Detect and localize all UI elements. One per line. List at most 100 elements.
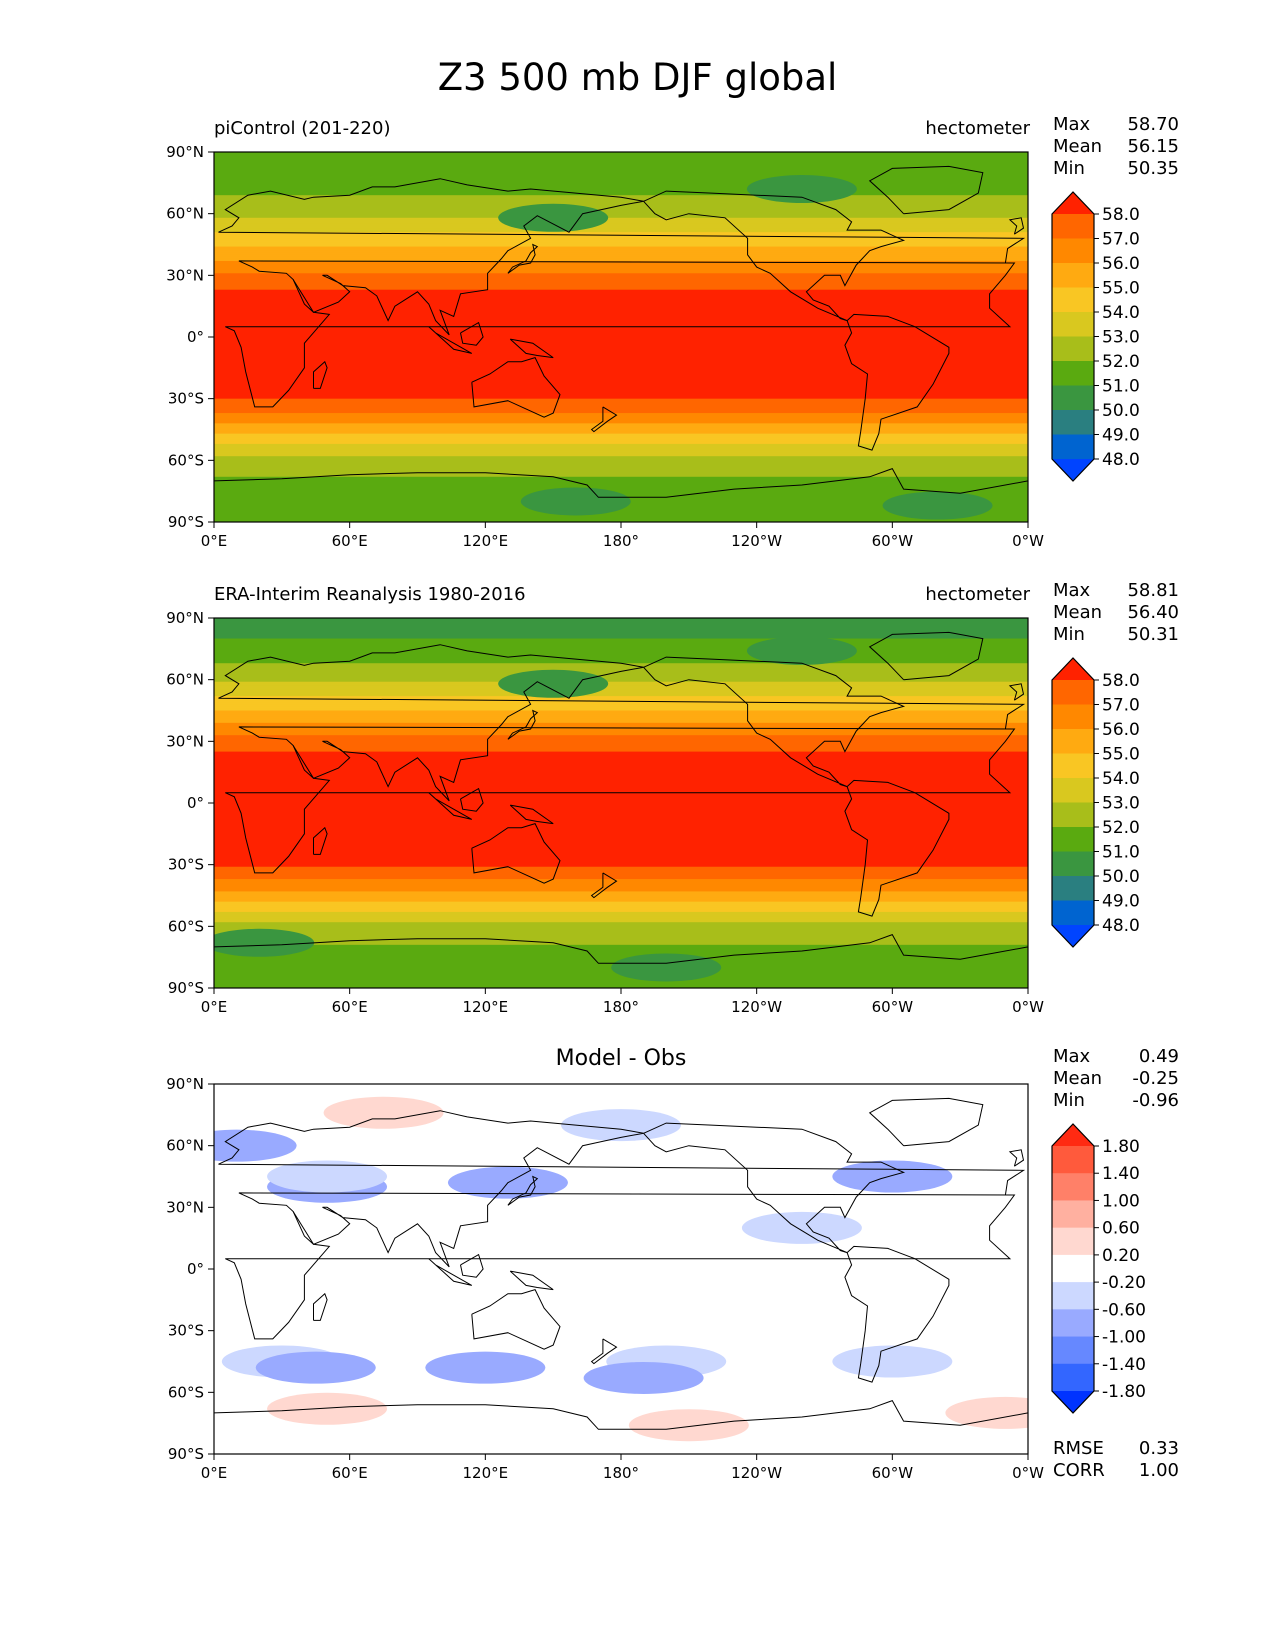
field-band: [214, 250, 1028, 254]
field-band: [214, 702, 1028, 705]
field-band: [214, 800, 1028, 804]
coastline: [868, 1097, 984, 1147]
field-band: [214, 328, 1028, 332]
field-band: [214, 180, 1028, 184]
field-band: [214, 230, 1028, 233]
field-band: [214, 1098, 1028, 1102]
field-band: [214, 897, 1028, 901]
field-band: [214, 462, 1028, 466]
coastline: [313, 826, 328, 855]
field-band: [214, 675, 1028, 679]
field-band: [214, 1285, 1028, 1289]
coastline: [509, 1270, 554, 1291]
field-band: [214, 345, 1028, 348]
field-band: [214, 766, 1028, 769]
field-band: [214, 763, 1028, 767]
field-band: [214, 1408, 1028, 1412]
field-band: [214, 371, 1028, 375]
field-band: [214, 369, 1028, 373]
field-band: [214, 476, 1028, 480]
field-band: [214, 361, 1028, 365]
field-band: [214, 914, 1028, 917]
field-band: [214, 219, 1028, 223]
field-band: [214, 640, 1028, 644]
colorbar-extend-bottom: [1052, 459, 1094, 481]
coastline: [1008, 217, 1025, 235]
field-band: [214, 735, 1028, 738]
coastline: [590, 1338, 618, 1365]
field-band: [214, 817, 1028, 821]
field-band: [214, 724, 1028, 728]
lon-tick-label: 60°E: [332, 998, 368, 1016]
field-band: [214, 1190, 1028, 1194]
field-fill: [214, 1084, 1028, 1454]
field-band: [214, 1104, 1028, 1108]
coastline: [225, 1192, 1016, 1340]
panel-left-label: ERA-Interim Reanalysis 1980-2016: [214, 584, 526, 605]
colorbar-label: 50.0: [1102, 401, 1140, 421]
coastline: [868, 631, 984, 681]
field-band: [214, 708, 1028, 712]
field-band: [214, 1149, 1028, 1153]
field-anomaly: [267, 1392, 388, 1425]
lon-tick-label: 0°E: [201, 1464, 228, 1482]
lat-tick-label: 90°S: [168, 1445, 204, 1463]
colorbar-segment: [1052, 312, 1094, 337]
colorbar-label: 57.0: [1102, 696, 1140, 716]
field-band: [214, 1180, 1028, 1184]
field-anomaly: [882, 491, 993, 520]
lon-tick-label: 60°E: [332, 532, 368, 550]
field-band: [214, 813, 1028, 816]
field-band: [214, 1316, 1028, 1319]
field-band: [214, 441, 1028, 445]
field-band: [214, 509, 1028, 513]
field-band: [214, 835, 1028, 839]
field-band: [214, 870, 1028, 874]
field-band: [214, 704, 1028, 707]
field-band: [214, 685, 1028, 689]
field-band: [214, 263, 1028, 266]
field-band: [214, 1279, 1028, 1282]
coastline: [218, 644, 1026, 802]
field-band: [214, 920, 1028, 923]
field-band: [214, 655, 1028, 658]
field-band: [214, 388, 1028, 392]
lon-tick-label: 120°W: [731, 532, 782, 550]
field-band: [214, 1197, 1028, 1200]
colorbar-label: 58.0: [1102, 671, 1140, 691]
panel-model: piControl (201-220) hectometer Max 58.70 …: [0, 0, 1275, 550]
field-band: [214, 856, 1028, 860]
field-band: [214, 895, 1028, 899]
field-band: [214, 784, 1028, 788]
field-band: [214, 661, 1028, 664]
field-band: [214, 852, 1028, 855]
field-band: [214, 1242, 1028, 1245]
panel-stats: Max 0.49 Mean -0.25 Min -0.96: [1053, 1046, 1179, 1112]
field-band: [214, 287, 1028, 291]
colorbar-label: 53.0: [1102, 794, 1140, 814]
field-anomaly: [498, 669, 609, 698]
panel-center-label: Model - Obs: [555, 1046, 687, 1071]
field-band: [214, 384, 1028, 387]
field-band: [214, 648, 1028, 652]
field-band: [214, 1199, 1028, 1202]
field-band: [214, 293, 1028, 297]
field-band: [214, 1275, 1028, 1278]
field-band: [214, 1324, 1028, 1328]
field-band: [214, 874, 1028, 878]
field-band: [214, 626, 1028, 629]
field-band: [214, 1443, 1028, 1447]
panel-units-label: hectometer: [925, 118, 1030, 139]
field-band: [214, 433, 1028, 437]
field-band: [214, 170, 1028, 174]
stat-mean: Mean -0.25: [1053, 1068, 1179, 1089]
field-band: [214, 1343, 1028, 1346]
field-band: [214, 1215, 1028, 1219]
field-band: [214, 811, 1028, 814]
field-band: [214, 669, 1028, 673]
field-band: [214, 1330, 1028, 1334]
lat-tick-label: 30°S: [168, 1322, 204, 1340]
field-band: [214, 788, 1028, 792]
field-band: [214, 951, 1028, 954]
field-band: [214, 326, 1028, 330]
